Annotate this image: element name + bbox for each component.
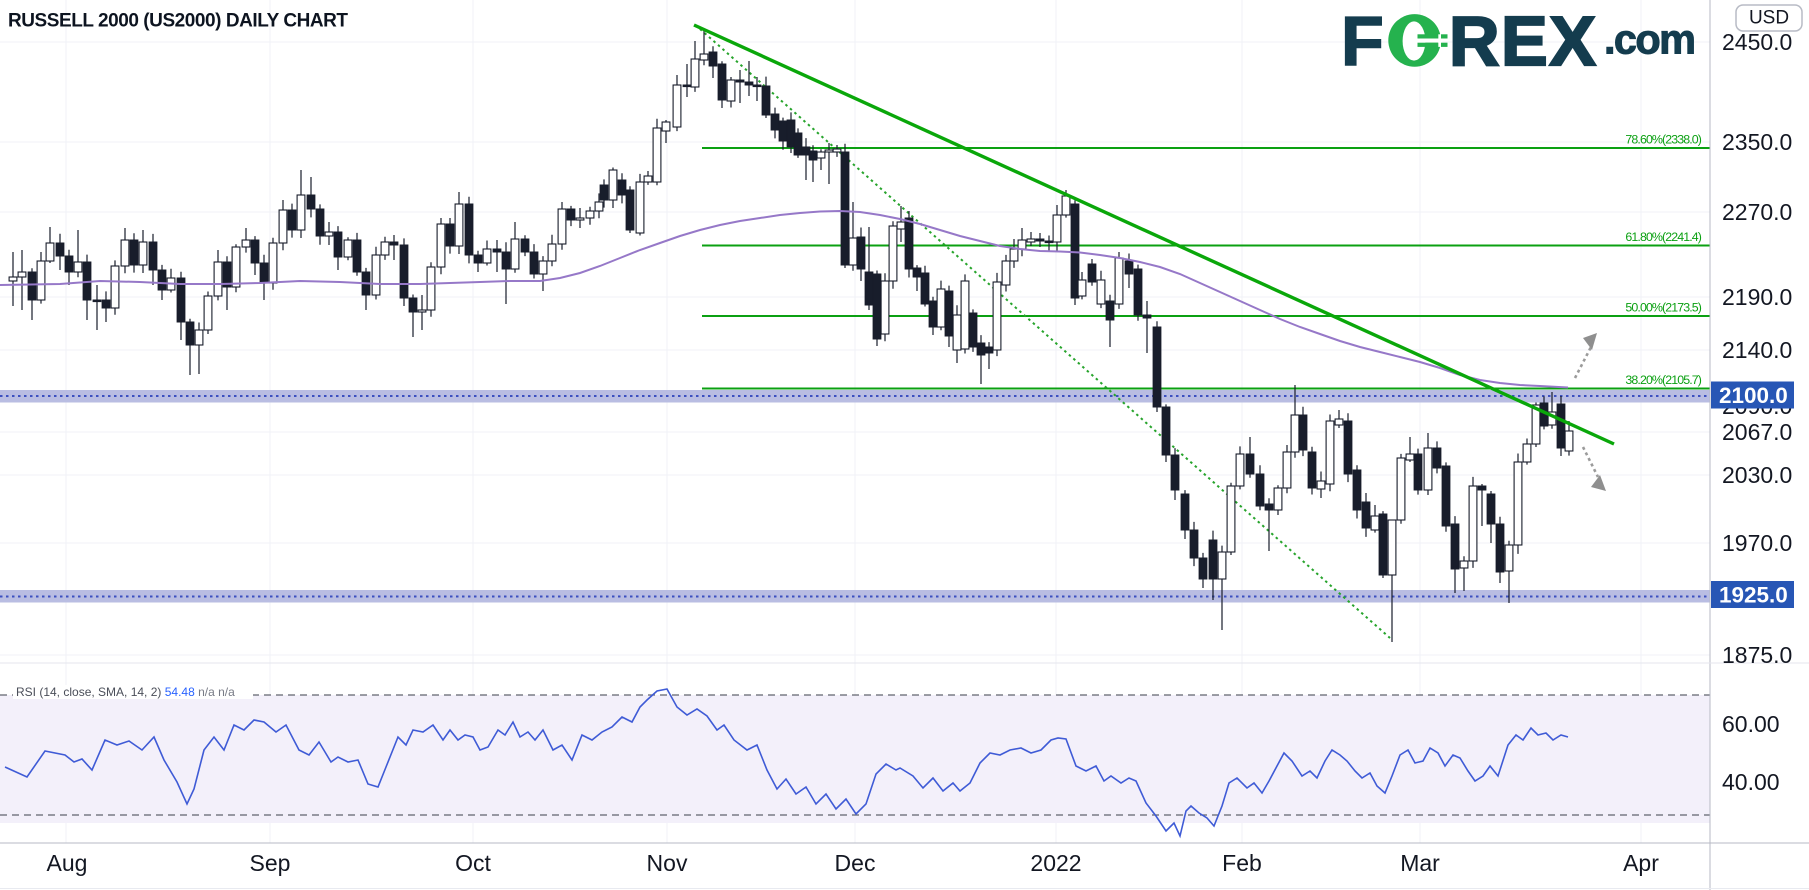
svg-text:2067.0: 2067.0	[1722, 419, 1792, 445]
svg-text:Sep: Sep	[250, 850, 291, 876]
svg-text:Apr: Apr	[1623, 850, 1659, 876]
svg-text:1875.0: 1875.0	[1722, 642, 1792, 668]
svg-text:Mar: Mar	[1400, 850, 1440, 876]
svg-text:1925.0: 1925.0	[1719, 583, 1788, 608]
svg-text:2022: 2022	[1030, 850, 1081, 876]
svg-text:REX: REX	[1449, 2, 1597, 80]
svg-text:2450.0: 2450.0	[1722, 29, 1792, 55]
svg-text:61.80%(2241.4): 61.80%(2241.4)	[1625, 230, 1701, 244]
svg-text:RSI (14, close, SMA, 14, 2) 54: RSI (14, close, SMA, 14, 2) 54.48 n/a n/…	[16, 685, 235, 699]
svg-text:40.00: 40.00	[1722, 769, 1780, 795]
svg-text:38.20%(2105.7): 38.20%(2105.7)	[1625, 373, 1701, 387]
svg-text:2190.0: 2190.0	[1722, 284, 1792, 310]
svg-text:USD: USD	[1749, 8, 1789, 29]
svg-text:1970.0: 1970.0	[1722, 530, 1792, 556]
svg-text:2350.0: 2350.0	[1722, 129, 1792, 155]
svg-text:2100.0: 2100.0	[1719, 383, 1788, 408]
svg-text:F: F	[1341, 2, 1384, 80]
svg-text:2270.0: 2270.0	[1722, 199, 1792, 225]
svg-text:2140.0: 2140.0	[1722, 337, 1792, 363]
svg-text:.com: .com	[1604, 16, 1694, 63]
svg-text:Feb: Feb	[1222, 850, 1262, 876]
svg-text:2030.0: 2030.0	[1722, 462, 1792, 488]
svg-text:Dec: Dec	[835, 850, 876, 876]
svg-text:RUSSELL 2000 (US2000) DAILY CH: RUSSELL 2000 (US2000) DAILY CHART	[8, 11, 348, 32]
svg-text:60.00: 60.00	[1722, 711, 1780, 737]
svg-text:50.00%(2173.5): 50.00%(2173.5)	[1625, 301, 1701, 315]
svg-text:Oct: Oct	[455, 850, 491, 876]
svg-text:Nov: Nov	[647, 850, 688, 876]
svg-text:78.60%(2338.0): 78.60%(2338.0)	[1625, 133, 1701, 147]
svg-text:Aug: Aug	[47, 850, 88, 876]
